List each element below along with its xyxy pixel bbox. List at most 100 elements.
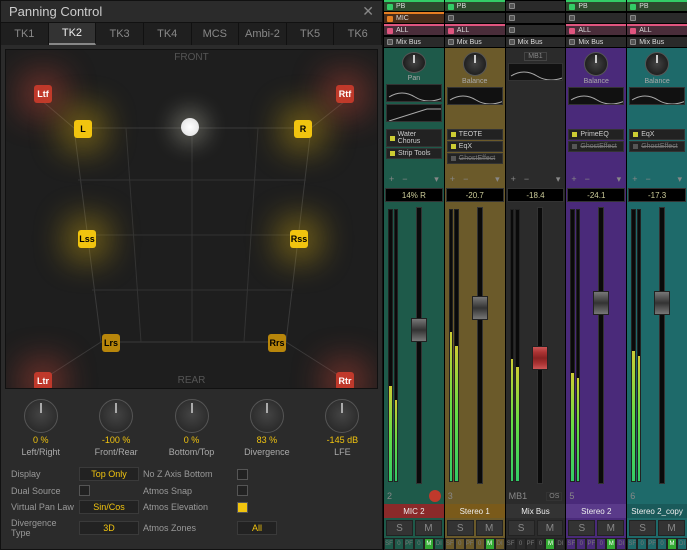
fx-slot[interactable]: GhostEffect	[629, 141, 685, 152]
fader-track[interactable]	[416, 207, 422, 484]
foot-0[interactable]: 0	[657, 538, 667, 550]
route-Mix Bus[interactable]: Mix Bus	[627, 36, 687, 48]
fx-slot[interactable]: Water Chorus	[386, 129, 442, 147]
solo-button[interactable]: S	[386, 520, 413, 536]
speaker-node-Rrs[interactable]: Rrs	[268, 334, 286, 352]
speaker-node-L[interactable]: L	[74, 120, 92, 138]
fx-slot[interactable]: TEOTE	[447, 129, 503, 140]
panning-tab-TK3[interactable]: TK3	[96, 23, 144, 45]
foot-M[interactable]: M	[606, 538, 616, 550]
route-PB[interactable]: PB	[445, 0, 505, 12]
solo-button[interactable]: S	[508, 520, 535, 536]
fader-cap[interactable]	[411, 318, 427, 342]
record-button[interactable]	[429, 490, 441, 502]
foot-M[interactable]: M	[485, 538, 495, 550]
foot-PF[interactable]: PF	[647, 538, 657, 550]
foot-DI[interactable]: DI	[616, 538, 626, 550]
eq-curve[interactable]	[629, 87, 685, 105]
fx-menu-icon[interactable]: ▾	[431, 174, 442, 185]
opt-elev[interactable]	[237, 502, 248, 513]
remove-fx-icon[interactable]: −	[399, 174, 410, 185]
foot-0[interactable]: 0	[394, 538, 404, 550]
add-fx-icon[interactable]: +	[629, 174, 640, 185]
panning-tab-MCS[interactable]: MCS	[192, 23, 240, 45]
panning-tab-TK1[interactable]: TK1	[1, 23, 49, 45]
route-MIC[interactable]: MIC	[384, 12, 444, 24]
eq-curve[interactable]	[447, 87, 503, 105]
panning-tab-TK6[interactable]: TK6	[334, 23, 382, 45]
route-empty[interactable]	[506, 24, 566, 36]
solo-button[interactable]: S	[568, 520, 595, 536]
fx-slot[interactable]: PrimeEQ	[568, 129, 624, 140]
remove-fx-icon[interactable]: −	[521, 174, 532, 185]
opt-noz[interactable]	[237, 469, 248, 480]
knob-Bottom-Top[interactable]	[175, 399, 209, 433]
speaker-node-Rtr[interactable]: Rtr	[336, 372, 354, 389]
os-button[interactable]: OS	[546, 492, 562, 501]
foot-DI[interactable]: DI	[434, 538, 444, 550]
foot-0[interactable]: 0	[455, 538, 465, 550]
channel-name[interactable]: Stereo 2_copy	[627, 504, 687, 518]
surround-field[interactable]: FRONT REAR LtfRtfLRLssRssLrsRrsLtrRtr	[5, 49, 378, 389]
mute-button[interactable]: M	[415, 520, 442, 536]
route-empty[interactable]	[566, 12, 626, 24]
add-fx-icon[interactable]: +	[386, 174, 397, 185]
fader-cap[interactable]	[472, 296, 488, 320]
foot-PF[interactable]: PF	[404, 538, 414, 550]
speaker-node-Lss[interactable]: Lss	[78, 230, 96, 248]
foot-PF[interactable]: PF	[586, 538, 596, 550]
opt-zones[interactable]: All	[237, 521, 277, 535]
mute-button[interactable]: M	[597, 520, 624, 536]
route-PB[interactable]: PB	[627, 0, 687, 12]
foot-M[interactable]: M	[545, 538, 555, 550]
speaker-node-Ltf[interactable]: Ltf	[34, 85, 52, 103]
speaker-node-Rss[interactable]: Rss	[290, 230, 308, 248]
fx-slot[interactable]: GhostEffect	[568, 141, 624, 152]
fader-track[interactable]	[659, 207, 665, 484]
channel-name[interactable]: Stereo 2	[566, 504, 626, 518]
speaker-node-Ltr[interactable]: Ltr	[34, 372, 52, 389]
mute-button[interactable]: M	[537, 520, 564, 536]
fx-menu-icon[interactable]: ▾	[492, 174, 503, 185]
fader-track[interactable]	[477, 207, 483, 484]
pan-puck[interactable]	[181, 118, 199, 136]
knob-Divergence[interactable]	[250, 399, 284, 433]
eq-curve[interactable]	[386, 84, 442, 102]
foot-DI[interactable]: DI	[495, 538, 505, 550]
foot-SF[interactable]: SF	[506, 538, 516, 550]
fx-slot[interactable]: GhostEffect	[447, 153, 503, 164]
opt-dual[interactable]	[79, 485, 90, 496]
eq-curve[interactable]	[508, 63, 564, 81]
fx-menu-icon[interactable]: ▾	[553, 174, 564, 185]
foot-SF[interactable]: SF	[445, 538, 455, 550]
foot-PF[interactable]: PF	[465, 538, 475, 550]
foot-DI[interactable]: DI	[555, 538, 565, 550]
knob-Front-Rear[interactable]	[99, 399, 133, 433]
route-PB[interactable]: PB	[566, 0, 626, 12]
route-empty[interactable]	[506, 0, 566, 12]
route-ALL[interactable]: ALL	[627, 24, 687, 36]
solo-button[interactable]: S	[629, 520, 656, 536]
channel-name[interactable]: Mix Bus	[506, 504, 566, 518]
foot-M[interactable]: M	[424, 538, 434, 550]
remove-fx-icon[interactable]: −	[642, 174, 653, 185]
fx-slot[interactable]: EqX	[629, 129, 685, 140]
add-fx-icon[interactable]: +	[568, 174, 579, 185]
opt-vpl[interactable]: Sin/Cos	[79, 500, 139, 514]
opt-display[interactable]: Top Only	[79, 467, 139, 481]
foot-0[interactable]: 0	[596, 538, 606, 550]
foot-0[interactable]: 0	[576, 538, 586, 550]
foot-SF[interactable]: SF	[627, 538, 637, 550]
add-fx-icon[interactable]: +	[447, 174, 458, 185]
opt-snap[interactable]	[237, 485, 248, 496]
fader-cap[interactable]	[593, 291, 609, 315]
foot-M[interactable]: M	[667, 538, 677, 550]
route-ALL[interactable]: ALL	[445, 24, 505, 36]
pan-knob[interactable]	[402, 52, 426, 73]
route-empty[interactable]	[445, 12, 505, 24]
fx-slot[interactable]: Strip Tools	[386, 148, 442, 159]
route-Mix Bus[interactable]: Mix Bus	[506, 36, 566, 48]
panning-tab-Ambi-2[interactable]: Ambi-2	[239, 23, 287, 45]
speaker-node-Rtf[interactable]: Rtf	[336, 85, 354, 103]
remove-fx-icon[interactable]: −	[460, 174, 471, 185]
